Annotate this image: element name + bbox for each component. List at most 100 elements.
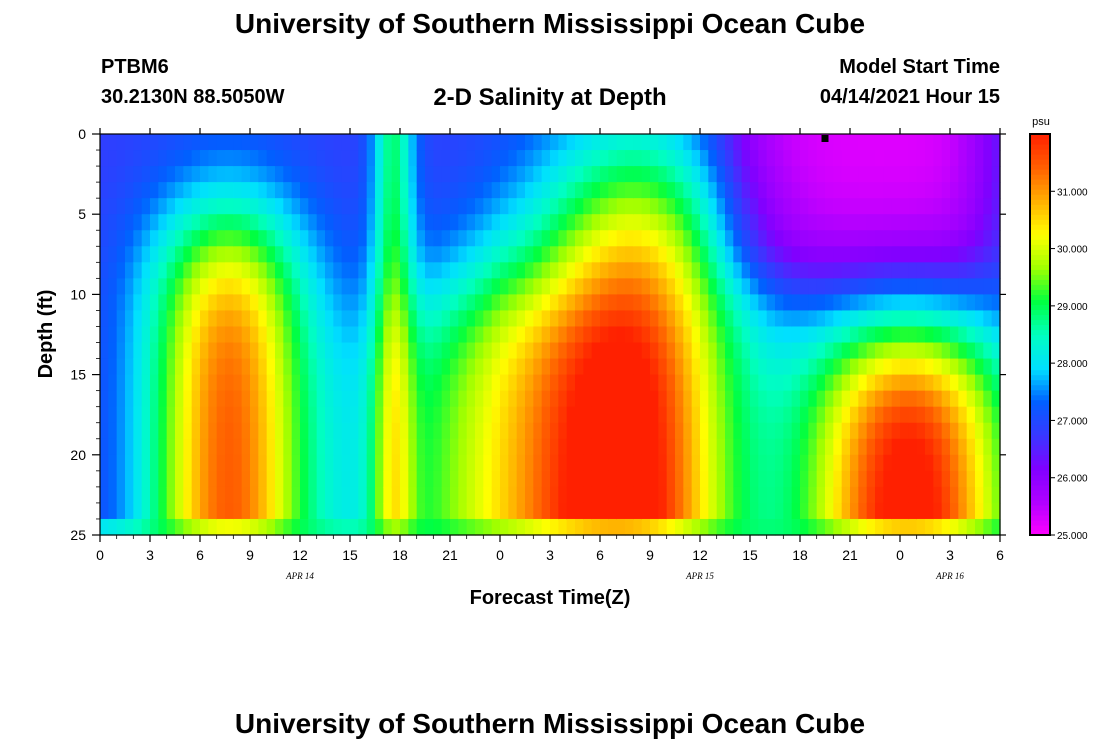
heatmap-cell [733,374,743,392]
heatmap-cell [750,390,759,408]
heatmap-cell [166,342,176,360]
heatmap-cell [466,406,476,424]
heatmap-cell [783,518,793,536]
heatmap-cell [116,134,126,151]
heatmap-cell [833,326,843,344]
heatmap-cell [716,134,726,151]
heatmap-cell [866,454,876,472]
heatmap-cell [983,326,993,344]
heatmap-cell [691,358,701,376]
heatmap-cell [758,198,768,215]
heatmap-cell [650,326,659,344]
heatmap-cell [633,294,643,312]
heatmap-cell [666,166,676,183]
heatmap-cell [566,262,576,279]
heatmap-cell [316,390,326,408]
heatmap-cell [908,358,918,376]
colorbar-segment [1030,479,1050,486]
heatmap-cell [250,262,259,279]
heatmap-cell [816,374,826,392]
colorbar-segment [1030,499,1050,506]
heatmap-cell [575,470,584,488]
heatmap-cell [500,390,509,408]
heatmap-cell [700,502,709,520]
heatmap-cell [375,454,384,472]
heatmap-cell [925,374,934,392]
heatmap-cell [383,294,393,312]
heatmap-cell [216,166,226,183]
heatmap-cell [475,518,484,536]
heatmap-cell [583,486,593,504]
heatmap-cell [808,310,818,328]
heatmap-cell [391,230,401,247]
heatmap-cell [141,150,151,167]
heatmap-cell [708,406,718,424]
heatmap-cell [516,454,526,472]
heatmap-cell [741,182,751,199]
heatmap-cell [350,230,359,247]
heatmap-cell [966,422,976,440]
heatmap-cell [741,150,751,167]
heatmap-cell [433,470,443,488]
heatmap-cell [358,518,368,536]
heatmap-cell [958,326,968,344]
heatmap-cell [758,374,768,392]
heatmap-cell [925,198,934,215]
heatmap-cell [791,454,801,472]
heatmap-cell [325,214,334,231]
heatmap-cell [550,214,559,231]
heatmap-cell [758,182,768,199]
heatmap-cell [725,374,734,392]
heatmap-cell [716,310,726,328]
heatmap-cell [908,150,918,167]
heatmap-cell [533,374,543,392]
heatmap-cell [666,198,676,215]
heatmap-cell [766,390,776,408]
heatmap-cell [683,374,693,392]
heatmap-cell [425,310,434,328]
x-tick-label: 0 [896,547,904,563]
heatmap-cell [575,134,584,151]
heatmap-cell [650,438,659,456]
heatmap-cell [633,326,643,344]
heatmap-cell [416,390,426,408]
heatmap-cell [725,246,734,263]
heatmap-cell [500,326,509,344]
heatmap-cell [966,310,976,328]
heatmap-cell [100,518,109,536]
heatmap-cell [408,246,418,263]
heatmap-cell [475,502,484,520]
heatmap-cell [125,182,134,199]
heatmap-cell [775,214,784,231]
heatmap-cell [966,326,976,344]
heatmap-cell [325,326,334,344]
heatmap-cell [608,230,618,247]
heatmap-cell [866,230,876,247]
heatmap-cell [258,358,268,376]
heatmap-cell [250,326,259,344]
heatmap-cell [225,294,234,312]
heatmap-cell [850,150,859,167]
heatmap-cell [733,214,743,231]
colorbar-segment [1030,209,1050,215]
heatmap-cell [900,518,909,536]
heatmap-cell [983,166,993,183]
heatmap-cell [266,262,276,279]
heatmap-cell [975,134,984,151]
heatmap-cell [683,182,693,199]
heatmap-cell [275,518,284,536]
heatmap-cell [575,374,584,392]
heatmap-cell [916,278,926,295]
heatmap-cell [650,486,659,504]
colorbar-segment [1030,264,1050,270]
heatmap-cell [408,470,418,488]
heatmap-cell [608,438,618,456]
heatmap-cell [633,406,643,424]
heatmap-cell [325,342,334,360]
heatmap-cell [200,358,209,376]
heatmap-cell [433,278,443,295]
heatmap-cell [650,246,659,263]
heatmap-cell [250,454,259,472]
heatmap-cell [225,310,234,328]
heatmap-cell [316,278,326,295]
